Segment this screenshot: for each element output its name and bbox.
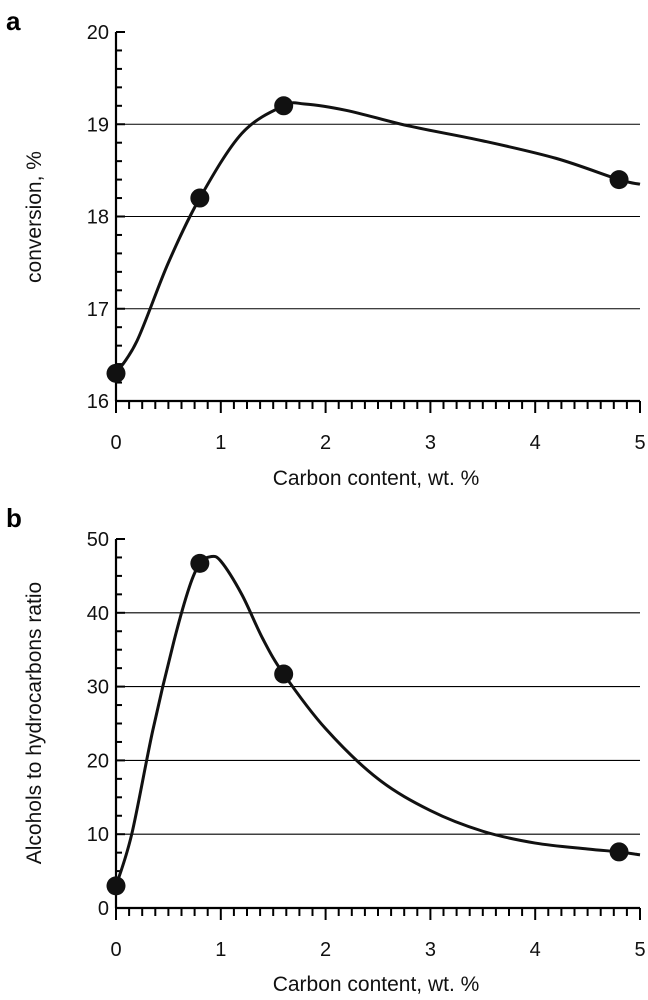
panel-a: a 16 17 18 19 20 0 1 2 3 4 5 Carbon content, wt. … (6, 6, 646, 490)
panel-b-x-tick-label: 5 (634, 939, 645, 961)
panel-a-data-point-0 (106, 363, 126, 383)
panel-b-y-tick-label: 30 (87, 677, 109, 699)
panel-b-x-tick-label: 1 (215, 939, 226, 961)
panel-b-data-point-1 (190, 553, 210, 573)
panel-a-x-tick-label: 3 (425, 432, 436, 454)
panel-a-data-point-1 (190, 188, 210, 208)
panel-a-x-tick-labels: 0 1 2 3 4 5 (110, 432, 645, 454)
panel-b-y-tick-label: 40 (87, 603, 109, 625)
panel-b-label: b (6, 503, 22, 533)
panel-a-y-tick-label: 17 (87, 299, 109, 321)
panel-b-ratio-curve (114, 554, 641, 887)
panel-a-x-axis-title: Carbon content, wt. % (273, 467, 480, 490)
panel-b-gridlines (116, 612, 640, 835)
panel-a-y-tick-label: 20 (87, 22, 109, 44)
panel-a-x-tick-label: 5 (634, 432, 645, 454)
panel-b-y-tick-labels: 0 10 20 30 40 50 (87, 529, 109, 920)
panel-b-data-point-2 (274, 664, 294, 684)
panel-b-y-tick-label: 50 (87, 529, 109, 551)
panel-b-x-tick-label: 4 (530, 939, 541, 961)
panel-b-y-tick-label: 20 (87, 750, 109, 772)
panel-b-data-points (106, 553, 629, 896)
panel-b: b 0 10 20 30 40 50 0 1 2 3 4 5 Carbon content, wt.… (6, 503, 646, 996)
panel-a-y-tick-label: 16 (87, 391, 109, 413)
panel-b-y-tick-label: 0 (98, 898, 109, 920)
panel-b-x-tick-label: 2 (320, 939, 331, 961)
panel-a-data-point-3 (609, 170, 629, 190)
panel-b-axes (114, 539, 640, 910)
panel-a-y-tick-label: 18 (87, 207, 109, 229)
panel-b-data-point-3 (609, 842, 629, 862)
panel-b-data-point-0 (106, 876, 126, 896)
panel-a-x-tick-label: 2 (320, 432, 331, 454)
panel-a-ticks (115, 31, 641, 413)
panel-a-x-tick-label: 4 (530, 432, 541, 454)
panel-a-y-tick-labels: 16 17 18 19 20 (87, 22, 109, 413)
panel-b-y-tick-label: 10 (87, 824, 109, 846)
panel-a-data-points (106, 96, 629, 383)
panel-a-x-tick-label: 1 (215, 432, 226, 454)
panel-b-x-tick-label: 3 (425, 939, 436, 961)
panel-a-y-axis-title: conversion, % (23, 151, 46, 283)
panel-a-data-point-2 (274, 96, 294, 116)
panel-b-ticks (115, 538, 641, 920)
panel-b-y-axis-title: Alcohols to hydrocarbons ratio (23, 582, 46, 865)
panel-a-x-tick-label: 0 (110, 432, 121, 454)
panel-a-conversion-curve (114, 101, 641, 375)
panel-a-y-tick-label: 19 (87, 114, 109, 136)
panel-a-gridlines (116, 123, 640, 310)
panel-b-x-tick-label: 0 (110, 939, 121, 961)
panel-b-x-tick-labels: 0 1 2 3 4 5 (110, 939, 645, 961)
panel-a-label: a (6, 6, 21, 36)
panel-b-x-axis-title: Carbon content, wt. % (273, 973, 480, 996)
